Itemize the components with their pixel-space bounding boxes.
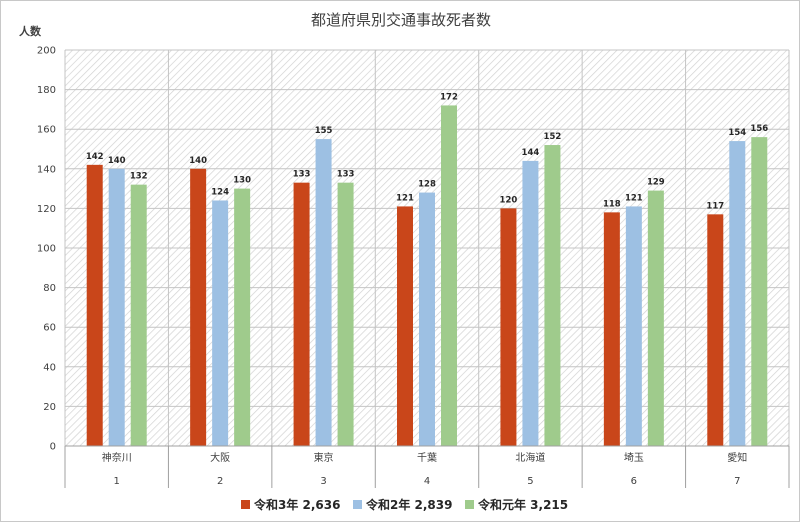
bar — [500, 208, 517, 446]
bar — [86, 164, 103, 446]
y-tick-label: 140 — [37, 164, 56, 175]
bars: 142 140 132 140 124 130 133 155 133 121 128 172 120 1… — [86, 92, 768, 447]
data-label: 152 — [544, 132, 562, 142]
bar — [397, 206, 413, 446]
x-tick-index: 4 — [424, 476, 430, 487]
bar — [293, 182, 310, 446]
bar — [190, 168, 207, 447]
x-tick-label: 大阪 — [210, 451, 230, 464]
data-label: 140 — [108, 156, 126, 166]
data-label: 121 — [396, 193, 414, 203]
x-tick-index: 1 — [114, 476, 120, 487]
y-tick-label: 80 — [43, 283, 56, 294]
data-label: 172 — [440, 92, 458, 102]
data-label: 121 — [625, 193, 643, 203]
data-label: 154 — [728, 128, 746, 138]
x-tick-label: 東京 — [314, 451, 334, 464]
y-tick-label: 40 — [43, 362, 56, 373]
x-tick-label: 北海道 — [515, 451, 545, 464]
y-axis-unit-label: 人数 — [19, 24, 42, 38]
x-tick-label: 埼玉 — [624, 451, 644, 464]
legend: 令和3年 2,636 令和2年 2,839 令和元年 3,215 — [241, 497, 568, 512]
y-tick-label: 180 — [37, 85, 56, 96]
bar — [544, 145, 561, 447]
x-tick-label: 愛知 — [727, 451, 747, 464]
data-label: 124 — [211, 187, 229, 197]
y-tick-label: 120 — [37, 204, 56, 215]
x-tick-index: 6 — [631, 476, 637, 487]
bar — [647, 190, 664, 446]
bar — [130, 184, 147, 446]
data-label: 133 — [293, 170, 311, 180]
x-axis: 神奈川 1 大阪 2 東京 3 千葉 4 北海道 5 埼玉 6 愛知 7 — [64, 445, 790, 488]
bar — [522, 160, 539, 446]
bar — [603, 212, 620, 446]
x-tick-index: 7 — [734, 476, 740, 487]
data-label: 117 — [706, 201, 724, 211]
data-label: 142 — [86, 152, 104, 162]
bar — [751, 137, 768, 446]
data-label: 140 — [189, 156, 207, 166]
x-tick-label: 神奈川 — [102, 451, 132, 464]
y-tick-label: 100 — [37, 244, 56, 255]
chart-title: 都道府県別交通事故死者数 — [311, 11, 491, 29]
bar — [108, 168, 125, 447]
bar — [212, 200, 229, 446]
data-label: 156 — [750, 124, 768, 134]
bar — [625, 206, 642, 446]
data-label: 129 — [647, 178, 665, 188]
bar — [234, 188, 251, 446]
data-label: 128 — [418, 180, 436, 190]
y-tick-label: 160 — [37, 125, 56, 136]
legend-label: 令和3年 2,636 — [253, 497, 341, 512]
x-tick-index: 2 — [217, 476, 223, 487]
bar — [441, 105, 457, 446]
bar — [707, 214, 724, 446]
legend-swatch — [465, 500, 474, 509]
bar — [315, 139, 332, 446]
data-label: 130 — [233, 176, 251, 186]
x-tick-index: 3 — [320, 476, 326, 487]
y-tick-label: 0 — [50, 442, 56, 453]
legend-label: 令和元年 3,215 — [477, 497, 568, 512]
data-label: 132 — [130, 172, 148, 182]
y-tick-label: 200 — [37, 46, 56, 57]
y-tick-label: 20 — [43, 402, 56, 413]
bar — [419, 192, 435, 446]
data-label: 120 — [500, 195, 518, 205]
data-label: 118 — [603, 199, 621, 209]
data-label: 133 — [337, 170, 355, 180]
data-label: 144 — [522, 148, 540, 158]
x-tick-index: 5 — [527, 476, 533, 487]
gridlines — [64, 49, 790, 447]
bar — [337, 182, 354, 446]
y-tick-label: 60 — [43, 323, 56, 334]
x-tick-label: 千葉 — [417, 451, 437, 464]
data-label: 155 — [315, 126, 333, 136]
y-axis-ticks: 0 20 40 60 80 100 120 140 160 180 200 — [37, 46, 56, 453]
bar — [729, 141, 746, 446]
legend-label: 令和2年 2,839 — [365, 497, 453, 512]
legend-swatch — [241, 500, 250, 509]
legend-swatch — [353, 500, 362, 509]
